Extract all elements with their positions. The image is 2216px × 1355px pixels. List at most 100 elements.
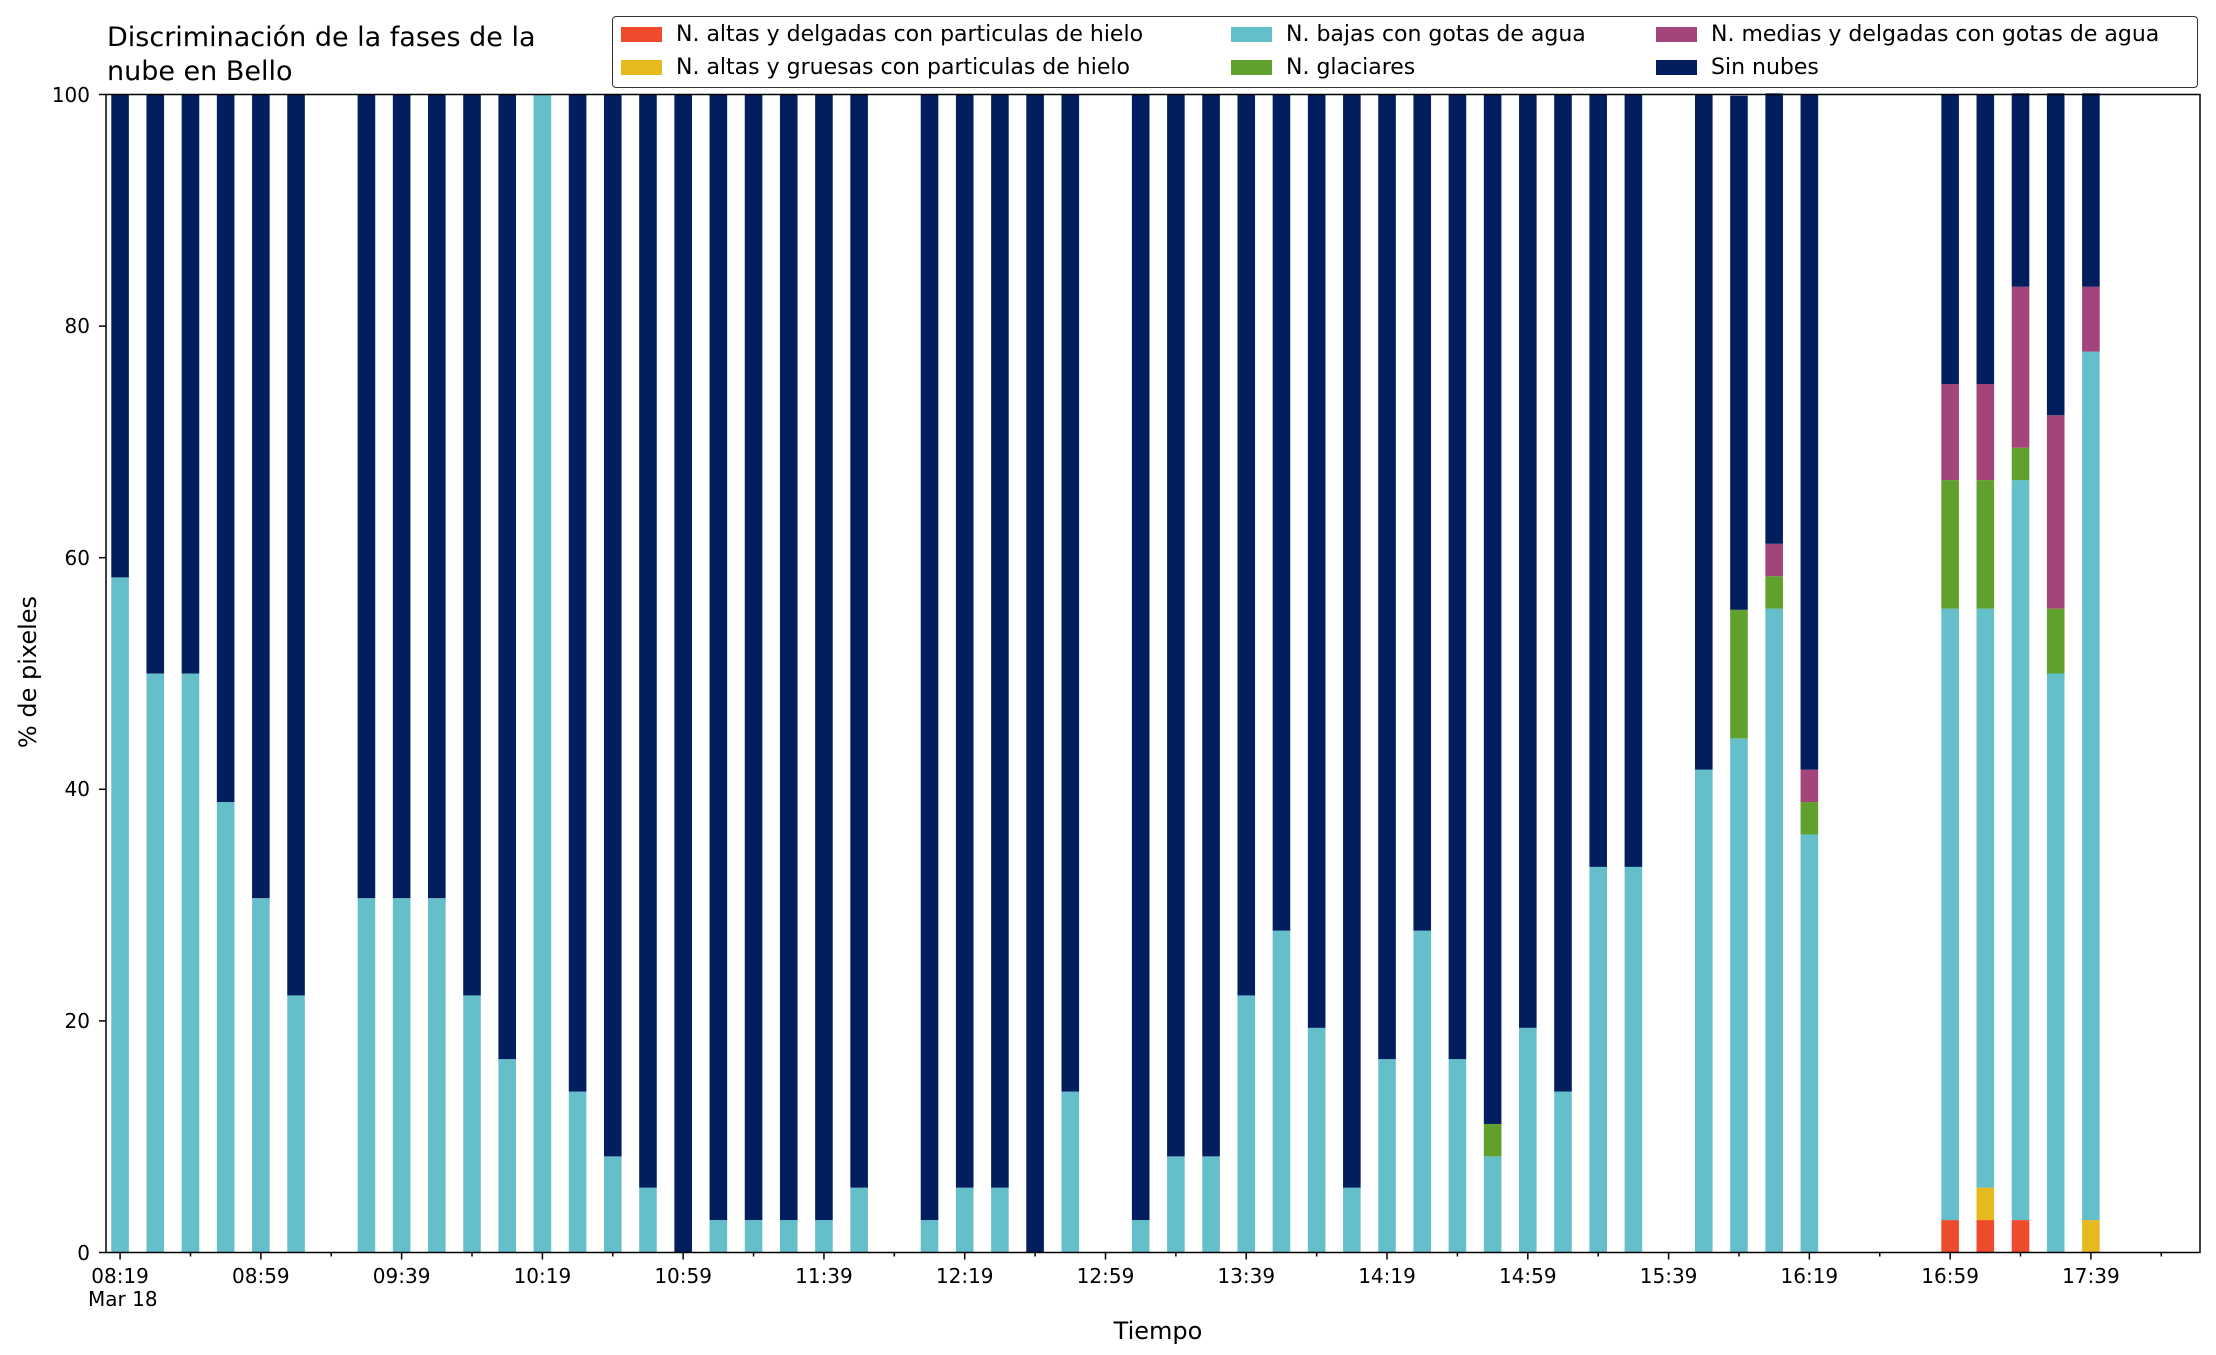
bar-segment — [1941, 608, 1959, 1221]
legend-label: N. medias y delgadas con gotas de agua — [1711, 22, 2160, 47]
bar-segment — [287, 94, 305, 996]
x-date-label: Mar 18 — [88, 1287, 158, 1311]
bar-segment — [1131, 1220, 1150, 1253]
bar-segment — [498, 94, 517, 1060]
bar-segment — [1061, 94, 1080, 1092]
bar-segment — [1800, 769, 1819, 803]
bar-segment — [779, 1220, 798, 1253]
bar-segment — [850, 94, 868, 1188]
bar-segment — [1941, 1220, 1959, 1253]
x-tick-label: 14:59 — [1498, 1264, 1557, 1288]
bar-segment — [1167, 1156, 1185, 1253]
bar-segment — [392, 898, 411, 1253]
bar-segment — [2082, 1220, 2100, 1253]
bar-segment — [1413, 94, 1432, 931]
bar-segment — [1941, 480, 1959, 609]
bar-segment — [1976, 94, 1995, 384]
y-tick-label: 0 — [77, 1240, 90, 1265]
bar-segment — [2011, 480, 2030, 1221]
bar-segment — [287, 995, 305, 1253]
bar-segment — [674, 94, 692, 1253]
legend-label: N. altas y delgadas con particulas de hi… — [676, 22, 1144, 47]
legend-item-medias-delgadas: N. medias y delgadas con gotas de agua — [1656, 22, 2159, 47]
bar-segment — [639, 94, 657, 1188]
bar-segment — [2046, 93, 2065, 416]
bar-segment — [1307, 94, 1326, 1028]
bar-segment — [744, 1220, 763, 1253]
bar-segment — [498, 1059, 517, 1253]
bar-segment — [392, 94, 411, 899]
bar-segment — [1483, 94, 1502, 1124]
bar-segment — [991, 1187, 1009, 1253]
bar-segment — [1519, 94, 1537, 1028]
legend-swatch — [1231, 27, 1272, 42]
bar-segment — [568, 1091, 587, 1253]
bar-segment — [1730, 609, 1748, 739]
bar-segment — [1272, 94, 1291, 931]
bar-segment — [2082, 351, 2100, 1221]
bar-segment — [1237, 94, 1256, 996]
chart-title-line-2: nube en Bello — [107, 56, 293, 87]
y-tick-label: 40 — [64, 777, 90, 802]
bar-segment — [146, 673, 165, 1253]
bar-segment — [1765, 608, 1783, 1253]
bar-segment — [1061, 1091, 1080, 1253]
legend-swatch — [1231, 60, 1272, 75]
legend-swatch — [1656, 27, 1697, 42]
bar-segment — [2011, 1220, 2030, 1253]
bar-segment — [1941, 384, 1959, 481]
x-tick-label: 16:19 — [1780, 1264, 1839, 1288]
x-tick-label: 09:39 — [372, 1264, 431, 1288]
bar-segment — [463, 995, 481, 1253]
bar-segment — [744, 94, 763, 1221]
bar-segment — [1378, 94, 1396, 1060]
bar-segment — [850, 1187, 868, 1253]
bar-segment — [1307, 1027, 1326, 1253]
legend-swatch — [1656, 60, 1697, 75]
bar-segment — [1131, 94, 1150, 1221]
y-axis-label: % de pixeles — [14, 595, 42, 749]
bar-segment — [2082, 286, 2100, 352]
ticks-layer — [99, 93, 2163, 1260]
bar-segment — [2046, 673, 2065, 1253]
bar-segment — [1237, 995, 1256, 1253]
bar-segment — [779, 94, 798, 1221]
bar-segment — [955, 94, 974, 1188]
bar-segment — [815, 1220, 833, 1253]
bar-segment — [1448, 94, 1467, 1060]
bar-segment — [603, 1156, 622, 1253]
bar-segment — [1976, 1220, 1995, 1253]
x-tick-label: 13:39 — [1217, 1264, 1276, 1288]
bar-segment — [1554, 94, 1572, 1092]
bar-segment — [428, 94, 446, 899]
bar-segment — [1800, 834, 1819, 1253]
x-tick-label: 12:19 — [935, 1264, 994, 1288]
x-tick-label: 10:59 — [654, 1264, 712, 1288]
legend-item-altas-gruesas: N. altas y gruesas con particulas de hie… — [621, 55, 1130, 80]
bar-segment — [639, 1187, 657, 1253]
x-axis-label: Tiempo — [1113, 1317, 1203, 1345]
bar-segment — [920, 1220, 939, 1253]
y-tick-label: 100 — [51, 82, 90, 107]
bar-segment — [568, 94, 587, 1092]
x-tick-label: 17:39 — [2062, 1264, 2120, 1288]
bar-segment — [1624, 94, 1643, 867]
bar-segment — [1413, 930, 1432, 1253]
bar-segment — [1483, 1123, 1502, 1157]
bar-segment — [1026, 94, 1044, 1253]
legend-item-bajas: N. bajas con gotas de agua — [1231, 22, 1586, 47]
bar-segment — [181, 94, 200, 674]
plot-frame — [105, 93, 2201, 1254]
bar-segment — [1976, 608, 1995, 1188]
bar-segment — [1589, 866, 1607, 1253]
bar-segment — [709, 94, 728, 1221]
y-tick-label: 60 — [64, 545, 90, 570]
bar-segment — [146, 94, 165, 674]
bar-segment — [1483, 1156, 1502, 1253]
legend-label: N. bajas con gotas de agua — [1286, 22, 1586, 47]
bar-segment — [1589, 94, 1607, 867]
bar-segment — [2011, 286, 2030, 448]
bar-segment — [1202, 1156, 1220, 1253]
legend-label: Sin nubes — [1711, 55, 1819, 80]
bars-layer — [111, 93, 2100, 1253]
